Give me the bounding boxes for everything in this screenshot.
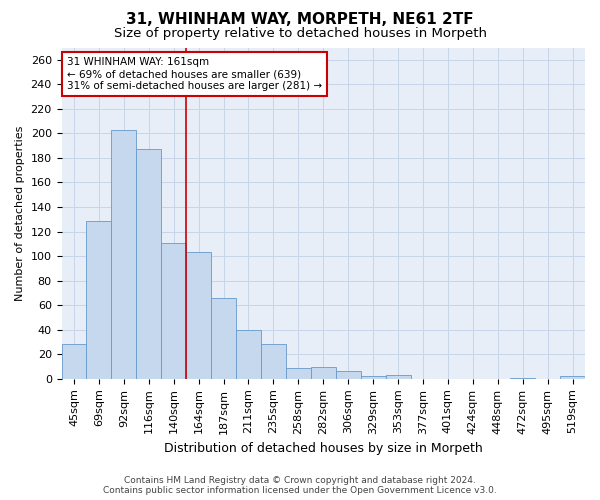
Bar — [62, 344, 86, 379]
Bar — [311, 366, 336, 379]
Bar — [261, 344, 286, 379]
Bar — [161, 242, 186, 379]
Bar — [560, 376, 585, 379]
Bar — [510, 378, 535, 379]
Text: 31 WHINHAM WAY: 161sqm
← 69% of detached houses are smaller (639)
31% of semi-de: 31 WHINHAM WAY: 161sqm ← 69% of detached… — [67, 58, 322, 90]
Bar — [186, 252, 211, 379]
Bar — [211, 298, 236, 379]
Text: Contains HM Land Registry data © Crown copyright and database right 2024.
Contai: Contains HM Land Registry data © Crown c… — [103, 476, 497, 495]
Bar — [336, 372, 361, 379]
Bar — [112, 130, 136, 379]
Y-axis label: Number of detached properties: Number of detached properties — [15, 126, 25, 301]
X-axis label: Distribution of detached houses by size in Morpeth: Distribution of detached houses by size … — [164, 442, 482, 455]
Bar — [136, 150, 161, 379]
Bar — [386, 375, 410, 379]
Text: Size of property relative to detached houses in Morpeth: Size of property relative to detached ho… — [113, 28, 487, 40]
Bar — [86, 220, 112, 379]
Text: 31, WHINHAM WAY, MORPETH, NE61 2TF: 31, WHINHAM WAY, MORPETH, NE61 2TF — [126, 12, 474, 28]
Bar — [361, 376, 386, 379]
Bar — [286, 368, 311, 379]
Bar — [236, 330, 261, 379]
